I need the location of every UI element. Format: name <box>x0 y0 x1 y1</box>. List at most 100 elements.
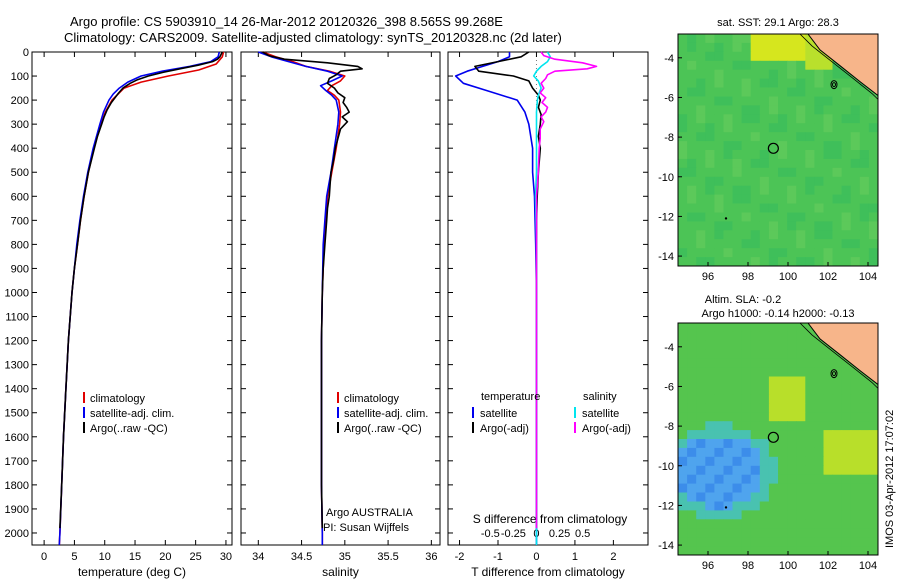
map-field-cell <box>814 158 824 169</box>
map-field-cell <box>705 501 715 511</box>
map-field-cell <box>796 385 806 395</box>
map-field-cell <box>850 394 861 404</box>
difference-panel: -2 -1 0 1 2 T difference from climatology -0.5… <box>447 51 649 579</box>
map-field-cell <box>732 349 743 360</box>
map-field-cell <box>696 114 706 124</box>
map-field-cell <box>687 185 697 196</box>
map-field-cell <box>741 69 752 80</box>
map-field-cell <box>814 87 824 97</box>
map-field-cell <box>814 501 824 511</box>
map-field-cell <box>732 501 743 511</box>
map-field-cell <box>778 203 788 213</box>
map-field-cell <box>741 60 752 71</box>
map-field-cell <box>787 69 797 80</box>
map-field-cell <box>723 430 734 440</box>
map-field-cell <box>850 158 861 169</box>
map-field-cell <box>805 394 815 404</box>
map-field-cell <box>741 447 752 458</box>
map-field-cell <box>696 394 706 404</box>
map-field-cell <box>687 537 697 547</box>
map-field-cell <box>696 60 706 71</box>
map-field-cell <box>741 439 752 449</box>
map-field-cell <box>705 203 715 213</box>
map-field-cell <box>814 176 824 187</box>
map-field-cell <box>796 185 806 196</box>
map-field-cell <box>832 430 843 440</box>
map-field-cell <box>796 492 806 502</box>
imos-timestamp: IMOS 03-Apr-2012 17:07:02 <box>884 410 896 548</box>
map-field-cell <box>687 510 697 520</box>
map-field-cell <box>778 239 788 249</box>
map-field-cell <box>705 257 715 267</box>
map-field-cell <box>796 123 806 133</box>
map-field-cell <box>696 257 706 267</box>
map-field-cell <box>696 439 706 449</box>
map-field-cell <box>787 456 797 467</box>
map-field-cell <box>714 439 724 449</box>
map-field-cell <box>832 385 843 395</box>
map-field-cell <box>750 105 761 115</box>
map-field-cell <box>814 78 824 88</box>
map-field-cell <box>705 376 715 386</box>
map-field-cell <box>759 403 770 413</box>
map-field-cell <box>687 167 697 178</box>
map-field-cell <box>814 239 824 249</box>
map-field-cell <box>678 221 688 231</box>
map-field-cell <box>787 537 797 547</box>
map-field-cell <box>705 349 715 360</box>
map-field-cell <box>714 123 724 133</box>
map-field-cell <box>796 257 806 267</box>
map-field-cell <box>787 519 797 529</box>
map-field-cell <box>832 394 843 404</box>
map-field-cell <box>796 421 806 431</box>
map-field-cell <box>787 167 797 178</box>
map-field-cell <box>850 248 861 258</box>
map-field-cell <box>778 176 788 187</box>
map-field-cell <box>787 412 797 422</box>
diff-legend-title-temperature: temperature <box>481 391 540 403</box>
map-field-cell <box>787 176 797 187</box>
map-field-cell <box>814 167 824 178</box>
map-field-cell <box>696 340 706 351</box>
map-field-cell <box>723 510 734 520</box>
map-field-cell <box>841 474 852 485</box>
map-field-cell <box>778 257 788 267</box>
map-field-cell <box>778 132 788 142</box>
sst-map-panel: 96 98 100 102 104 -4 -6 -8 -10 -12 -14 sat. SST: 29… <box>658 17 879 283</box>
map-field-cell <box>805 349 815 360</box>
depth-tick-label: 0 <box>23 47 29 59</box>
map-field-cell <box>723 519 734 529</box>
map-field-cell <box>805 257 815 267</box>
map-field-cell <box>823 194 834 204</box>
map-field-cell <box>787 439 797 449</box>
map-field-cell <box>732 367 743 377</box>
map-field-cell <box>768 412 779 422</box>
map-field-cell <box>732 141 743 151</box>
map-field-cell <box>696 123 706 133</box>
map-field-cell <box>732 528 743 538</box>
map-field-cell <box>759 60 770 71</box>
map-field-cell <box>768 340 779 351</box>
map-field-cell <box>805 537 815 547</box>
map-field-cell <box>714 203 724 213</box>
map-field-cell <box>778 537 788 547</box>
map-field-cell <box>768 87 779 97</box>
temperature-legend-label: Argo(..raw -QC) <box>90 423 168 435</box>
map-field-cell <box>814 230 824 240</box>
map-lat-tick-label: -12 <box>658 500 674 512</box>
map-field-cell <box>868 510 879 520</box>
map-field-cell <box>750 421 761 431</box>
map-field-cell <box>832 176 843 187</box>
map-field-cell <box>768 34 779 44</box>
map-lon-tick-label: 104 <box>859 560 877 572</box>
map-field-cell <box>832 239 843 249</box>
map-field-cell <box>832 474 843 485</box>
map-field-cell <box>832 465 843 476</box>
map-lat-tick-label: -8 <box>664 421 674 433</box>
map-field-cell <box>687 87 697 97</box>
map-field-cell <box>832 257 843 267</box>
salinity-x-tick-label: 34 <box>252 551 264 563</box>
map-field-cell <box>678 248 688 258</box>
map-field-cell <box>850 132 861 142</box>
map-field-cell <box>778 323 788 333</box>
